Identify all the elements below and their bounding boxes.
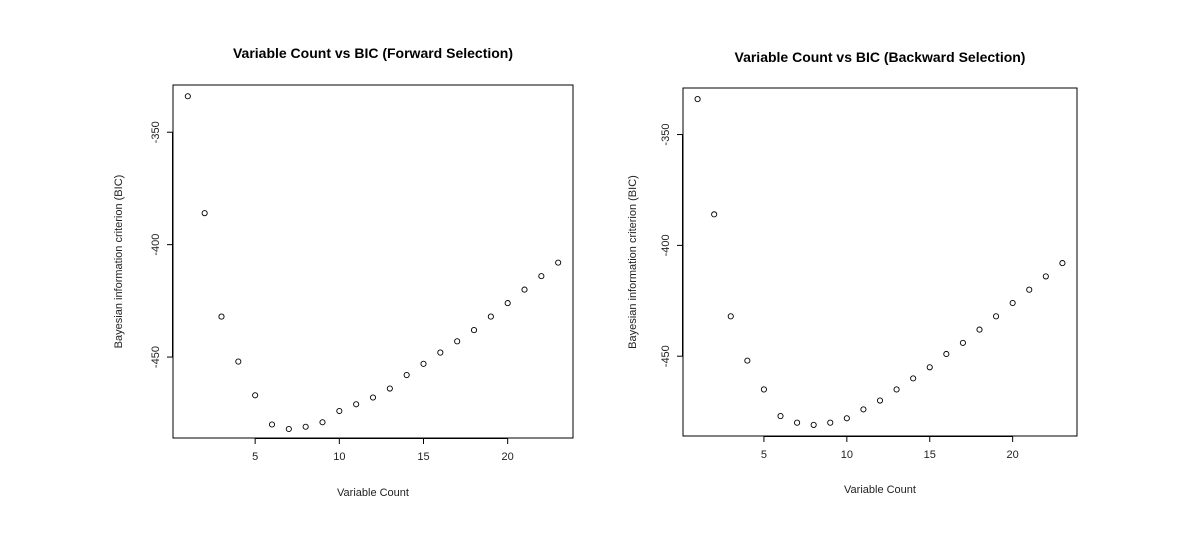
data-point <box>926 364 933 371</box>
chart-panel-1: Variable Count vs BIC (Forward Selection… <box>113 45 574 499</box>
data-point <box>403 371 410 379</box>
x-tick-label: 10 <box>333 451 345 463</box>
x-tick-label: 20 <box>502 451 514 463</box>
data-point <box>810 421 817 428</box>
data-point <box>976 326 983 333</box>
plot-frame <box>172 84 574 439</box>
data-point <box>369 394 377 401</box>
data-point <box>744 357 751 364</box>
chart-title: Variable Count vs BIC (Forward Selection… <box>233 45 513 61</box>
y-axis-label: Bayesian information criterion (BIC) <box>113 175 125 349</box>
data-point <box>218 313 225 320</box>
data-point <box>827 419 834 426</box>
data-point <box>555 259 562 266</box>
data-point <box>876 397 884 404</box>
data-point <box>694 96 701 103</box>
data-point <box>336 407 343 415</box>
data-point <box>285 425 292 433</box>
y-tick-label: -400 <box>150 234 162 256</box>
data-point <box>268 421 276 428</box>
data-point <box>184 93 191 100</box>
data-point <box>437 349 444 356</box>
data-point <box>353 401 360 408</box>
x-tick-label: 5 <box>252 451 258 463</box>
x-tick-label: 5 <box>761 449 767 461</box>
data-point <box>777 413 784 420</box>
chart-panel-2: Variable Count vs BIC (Backward Selectio… <box>627 49 1078 496</box>
y-tick-label: -350 <box>150 121 162 143</box>
data-point <box>893 386 900 393</box>
data-point <box>1009 299 1016 307</box>
data-point <box>201 210 208 217</box>
x-tick-label: 15 <box>417 451 429 463</box>
data-point <box>1026 286 1033 293</box>
data-point <box>910 375 917 382</box>
data-point <box>521 286 528 293</box>
data-point <box>504 300 511 307</box>
x-axis-label: Variable Count <box>337 487 409 499</box>
data-point <box>319 419 326 426</box>
y-axis-label: Bayesian information criterion (BIC) <box>627 175 639 349</box>
y-tick-label: -450 <box>660 345 672 367</box>
data-point <box>843 415 850 422</box>
y-tick-label: -350 <box>660 124 672 146</box>
data-point <box>454 338 461 345</box>
data-point <box>386 385 393 392</box>
data-point <box>727 313 734 320</box>
data-point <box>1042 273 1049 280</box>
x-axis-label: Variable Count <box>844 484 916 496</box>
data-point <box>302 423 309 430</box>
data-point <box>993 313 1000 320</box>
data-point <box>760 386 767 393</box>
data-point <box>860 406 867 413</box>
data-point <box>711 211 718 218</box>
data-point <box>252 392 259 399</box>
data-point <box>538 273 545 280</box>
x-tick-label: 10 <box>841 449 853 461</box>
data-point <box>794 419 801 426</box>
data-point <box>487 313 494 320</box>
data-point <box>943 350 950 358</box>
plot-frame <box>682 87 1078 437</box>
y-tick-label: -400 <box>660 234 672 256</box>
y-tick-label: -450 <box>150 346 162 368</box>
x-tick-label: 15 <box>924 449 936 461</box>
data-point <box>470 327 478 334</box>
chart-title: Variable Count vs BIC (Backward Selectio… <box>735 49 1026 65</box>
data-point <box>420 360 427 367</box>
data-point <box>235 358 242 365</box>
data-point <box>959 339 966 346</box>
x-tick-label: 20 <box>1007 449 1019 461</box>
data-point <box>1059 260 1066 267</box>
